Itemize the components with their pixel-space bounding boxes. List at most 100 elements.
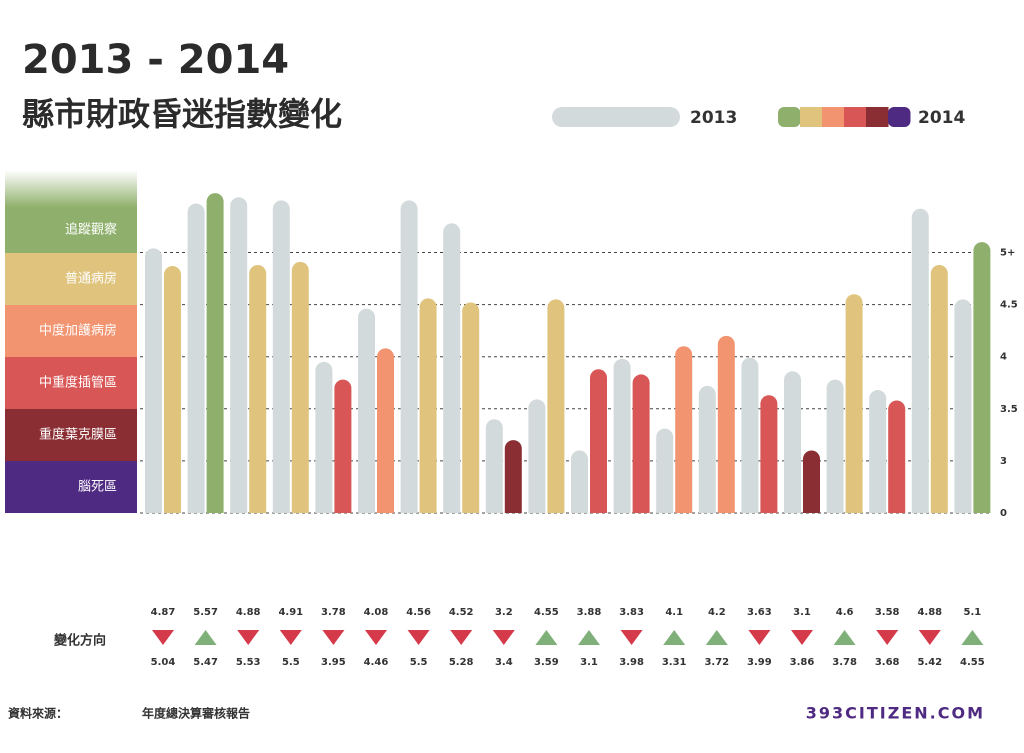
change-arrow [748,630,771,645]
bar [400,200,418,513]
bar [911,208,929,514]
bar [272,200,290,513]
value-label: 4.91 [278,607,303,618]
legend-label: 2013 [690,108,737,128]
source-label: 資料來源： [8,706,68,721]
change-label: 變化方向 [54,633,106,649]
value-label: 3.78 [832,657,857,668]
value-label: 3.83 [619,607,644,618]
legend-swatch [888,107,911,127]
bar [419,298,437,513]
value-label: 3.59 [534,657,559,668]
value-label: 3.1 [793,607,811,618]
bar [675,346,693,513]
bar [973,242,991,513]
y-tick-label: 4.5 [1000,300,1018,311]
bar [590,369,607,513]
value-label: 5.5 [282,657,300,668]
value-label: 4.52 [449,607,474,618]
value-label: 4.55 [960,657,985,668]
bar [656,428,674,513]
change-arrow [152,630,174,645]
bar [698,385,716,513]
value-label: 3.99 [747,657,772,668]
value-label: 4.1 [665,607,683,618]
bar [954,299,972,513]
legend-swatch [822,107,845,127]
zone-label: 腦死區 [78,480,117,495]
value-label: 5.04 [151,657,176,668]
value-label: 3.68 [875,657,900,668]
value-label: 5.28 [449,657,474,668]
value-label: 3.4 [495,657,513,668]
zone-label: 中重度插管區 [39,375,117,391]
zone-label: 中度加護病房 [39,323,117,339]
bar [334,379,352,513]
change-arrow [876,630,899,645]
value-label: 3.72 [704,657,729,668]
zone-box [5,253,137,305]
source: 年度總決算審核報告 [142,706,250,721]
legend-swatch [866,107,889,127]
value-label: 3.2 [495,607,513,618]
bar [249,265,267,513]
value-label: 5.1 [964,607,982,618]
bar [888,400,906,513]
y-tick-label: 3 [1000,456,1007,467]
value-label: 3.1 [580,657,598,668]
bar [784,371,801,513]
y-tick-label: 5+ [1000,248,1015,259]
legend-swatch [844,107,867,127]
value-label: 4.87 [151,607,176,618]
legend-swatch [778,107,801,127]
value-label: 4.2 [708,607,726,618]
bar [145,248,162,513]
change-arrow [705,630,728,645]
value-label: 3.58 [875,607,900,618]
value-label: 3.86 [790,657,815,668]
value-label: 5.47 [193,657,218,668]
legend-swatch [552,107,680,127]
bar [291,261,309,513]
bar [760,395,778,513]
zone-box [5,305,137,357]
value-label: 5.57 [193,607,218,618]
bar [845,294,863,513]
bar [803,450,820,513]
change-arrow [535,630,558,645]
value-label: 4.46 [364,657,389,668]
chart-title: 2013 - 2014 [22,37,289,83]
bar [826,379,844,513]
bar [504,440,522,513]
value-label: 4.08 [364,607,389,618]
brand: 393CITIZEN.COM [806,704,985,723]
zone-label: 普通病房 [65,271,117,287]
change-arrow [918,630,941,645]
change-arrow [663,630,686,645]
y-tick-label: 0 [1000,508,1007,519]
bar [206,193,224,514]
legend-label: 2014 [918,108,965,128]
bar [358,308,375,513]
change-arrow [322,630,345,645]
value-label: 3.98 [619,657,644,668]
zone-box [5,357,137,409]
value-label: 3.78 [321,607,346,618]
value-label: 3.88 [577,607,602,618]
change-arrow [791,630,813,645]
value-label: 4.88 [917,607,942,618]
zone-box [5,461,137,513]
change-arrow [961,630,984,645]
zone-label: 追蹤觀察 [65,222,117,238]
chart-subtitle: 縣市財政昏迷指數變化 [22,95,342,133]
bar [187,203,205,513]
bar [528,399,546,513]
value-label: 5.5 [410,657,428,668]
y-tick-label: 3.5 [1000,404,1018,415]
value-label: 4.55 [534,607,559,618]
bar [485,419,503,513]
legend-swatch [800,107,823,127]
y-tick-label: 4 [1000,352,1007,363]
bar [571,450,588,513]
zone-label: 重度葉克膜區 [39,427,117,443]
